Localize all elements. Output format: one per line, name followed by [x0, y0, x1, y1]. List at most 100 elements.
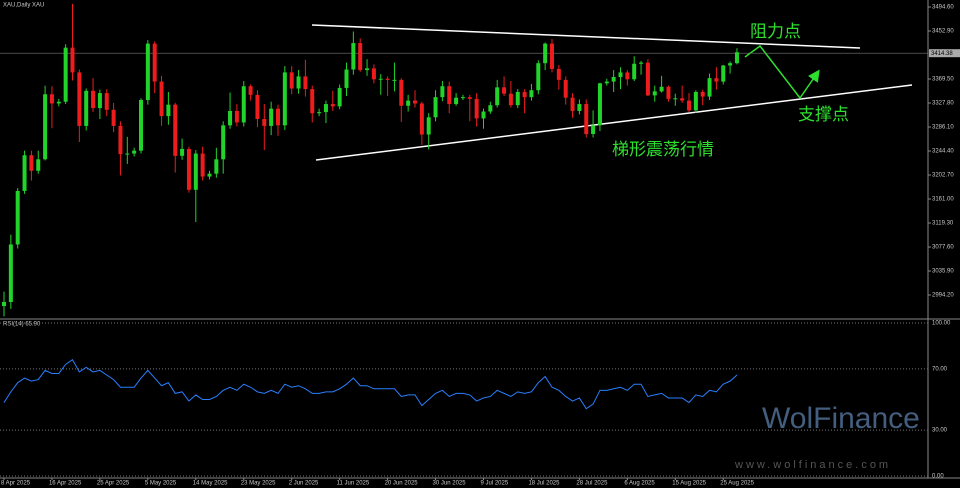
- candle-body: [186, 148, 191, 190]
- x-tick-label: 15 Aug 2025: [672, 481, 706, 487]
- rsi-tick-label: 100.00: [932, 321, 951, 327]
- rsi-tick-label: 30.00: [932, 428, 948, 434]
- candle-body: [481, 111, 486, 119]
- y-tick-label: 2994.20: [932, 293, 954, 299]
- x-tick-label: 2 Jun 2025: [289, 481, 319, 487]
- candle-body: [104, 93, 109, 110]
- candle-body: [584, 104, 589, 134]
- candle-body: [392, 79, 397, 81]
- x-tick-label: 9 Jul 2025: [481, 481, 509, 487]
- candle-body: [721, 65, 726, 82]
- candle-body: [70, 47, 75, 73]
- candle-body: [200, 153, 205, 177]
- candle-body: [8, 244, 13, 303]
- candle-body: [97, 93, 102, 109]
- candle-body: [632, 63, 637, 80]
- candle-body: [378, 78, 383, 80]
- rsi-title: RSI(14) 65.90: [3, 322, 41, 328]
- candle-body: [666, 86, 671, 99]
- candle-body: [591, 125, 596, 134]
- candle-body: [43, 94, 48, 160]
- candle-body: [351, 43, 356, 70]
- candle-body: [193, 153, 198, 190]
- y-tick-label: 3077.60: [932, 245, 954, 251]
- candle-body: [241, 86, 246, 123]
- candle-body: [152, 43, 157, 82]
- candle-body: [344, 69, 349, 88]
- candle-body: [255, 94, 260, 120]
- x-tick-label: 6 Aug 2025: [624, 481, 655, 487]
- y-tick-label: 3327.80: [932, 101, 954, 107]
- y-tick-label: 3494.60: [932, 5, 954, 11]
- candle-body: [63, 47, 68, 102]
- candle-body: [597, 83, 602, 126]
- candle-body: [29, 155, 34, 171]
- candle-body: [310, 89, 315, 114]
- candle-body: [687, 100, 691, 111]
- y-tick-label: 3035.90: [932, 269, 954, 275]
- rsi-tick-label: 0.00: [932, 474, 944, 480]
- candle-body: [522, 91, 527, 98]
- y-tick-label: 3244.40: [932, 149, 954, 155]
- candle-body: [221, 125, 226, 160]
- candle-body: [426, 117, 431, 135]
- x-tick-label: 5 May 2025: [145, 481, 177, 487]
- candle-body: [508, 93, 513, 106]
- candle-body: [118, 125, 123, 155]
- candle-body: [495, 87, 500, 106]
- candle-body: [639, 62, 644, 64]
- candle-body: [173, 104, 178, 156]
- candle-body: [433, 97, 438, 118]
- candle-body: [645, 62, 650, 96]
- candle-body: [303, 76, 308, 90]
- resistance-line: [311, 24, 861, 49]
- candle-body: [323, 104, 328, 113]
- x-tick-label: 28 Jul 2025: [576, 481, 608, 487]
- candle-body: [543, 43, 548, 64]
- candle-body: [248, 86, 253, 95]
- candle-body: [556, 68, 561, 80]
- candle-body: [625, 72, 630, 80]
- candle-body: [289, 72, 294, 89]
- candle-body: [159, 81, 164, 117]
- last-price-label: 3414.38: [931, 51, 953, 57]
- candle-body: [406, 100, 411, 106]
- projection-arrow: [744, 44, 820, 100]
- y-tick-label: 3202.70: [932, 173, 954, 179]
- candle-body: [2, 302, 6, 307]
- candle-body: [611, 76, 616, 82]
- x-tick-label: 14 May 2025: [193, 481, 228, 487]
- rsi-line: [3, 359, 738, 410]
- candle-body: [49, 94, 54, 104]
- candle-body: [604, 81, 609, 84]
- candle-body: [56, 101, 61, 104]
- watermark-url: www.wolfinance.com: [734, 459, 891, 471]
- x-tick-label: 8 Apr 2025: [1, 481, 31, 487]
- candle-body: [282, 72, 287, 126]
- candle-body: [365, 68, 370, 71]
- candle-body: [618, 72, 623, 77]
- candle-body: [734, 52, 739, 64]
- candle-body: [454, 97, 459, 105]
- candle-body: [680, 98, 685, 101]
- candle-body: [269, 108, 274, 126]
- support-label: 支撑点: [798, 105, 849, 125]
- candle-body: [413, 100, 417, 104]
- y-tick-label: 3369.50: [932, 77, 954, 83]
- candle-body: [125, 153, 130, 155]
- candle-body: [700, 91, 705, 97]
- watermark-brand: WolFinance: [762, 402, 920, 435]
- candle-body: [536, 63, 541, 91]
- candle-body: [234, 110, 239, 123]
- x-tick-label: 20 Jun 2025: [385, 481, 419, 487]
- candle-body: [228, 110, 233, 126]
- candle-body: [15, 190, 20, 245]
- candle-body: [714, 78, 719, 82]
- candle-body: [276, 108, 280, 126]
- candle-body: [207, 173, 212, 177]
- candle-body: [419, 103, 424, 135]
- x-tick-label: 30 Jun 2025: [433, 481, 467, 487]
- candle-body: [563, 79, 568, 98]
